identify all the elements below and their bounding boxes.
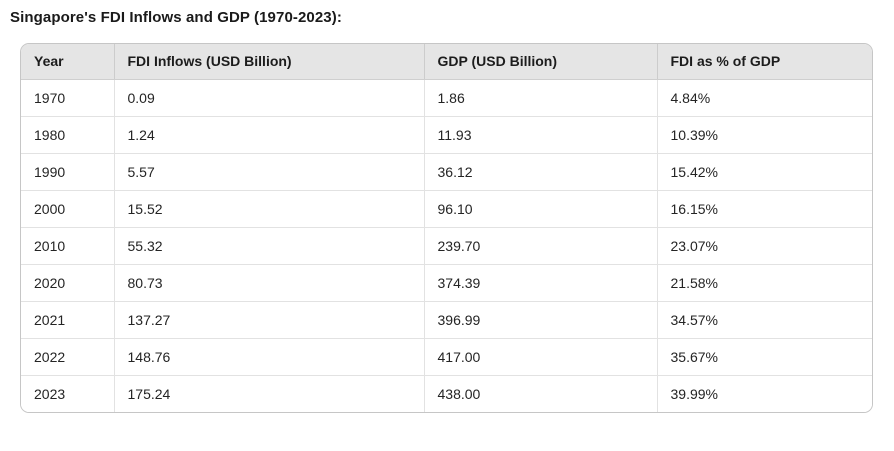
table-cell: 137.27: [113, 301, 424, 339]
table-cell: 396.99: [423, 301, 657, 339]
table-cell: 15.42%: [656, 153, 872, 191]
page-title: Singapore's FDI Inflows and GDP (1970-20…: [10, 9, 342, 26]
table-header-row: Year FDI Inflows (USD Billion) GDP (USD Bi…: [21, 44, 872, 80]
column-header: FDI as % of GDP: [656, 44, 872, 80]
table-cell: 1980: [21, 116, 114, 154]
table-cell: 417.00: [423, 338, 657, 376]
table-cell: 374.39: [423, 264, 657, 302]
table-cell: 11.93: [423, 116, 657, 154]
table-cell: 2020: [21, 264, 114, 302]
column-header: Year: [21, 44, 114, 80]
table-cell: 2000: [21, 190, 114, 228]
table-cell: 2021: [21, 301, 114, 339]
table-row: 2022 148.76 417.00 35.67%: [21, 338, 872, 376]
table-cell: 15.52: [113, 190, 424, 228]
table-cell: 39.99%: [656, 375, 872, 412]
table-cell: 4.84%: [656, 79, 872, 117]
table-cell: 35.67%: [656, 338, 872, 376]
table-cell: 2010: [21, 227, 114, 265]
table-cell: 239.70: [423, 227, 657, 265]
table-cell: 175.24: [113, 375, 424, 412]
column-header: GDP (USD Billion): [423, 44, 657, 80]
table-row: 1970 0.09 1.86 4.84%: [21, 79, 872, 117]
table-row: 1980 1.24 11.93 10.39%: [21, 116, 872, 154]
table-cell: 1.24: [113, 116, 424, 154]
table-cell: 2023: [21, 375, 114, 412]
table-row: 1990 5.57 36.12 15.42%: [21, 153, 872, 191]
table-row: 2020 80.73 374.39 21.58%: [21, 264, 872, 302]
data-table-container: Year FDI Inflows (USD Billion) GDP (USD Bi…: [20, 43, 873, 413]
table-cell: 438.00: [423, 375, 657, 412]
table-cell: 5.57: [113, 153, 424, 191]
table-cell: 1.86: [423, 79, 657, 117]
table-cell: 1990: [21, 153, 114, 191]
table-cell: 34.57%: [656, 301, 872, 339]
table-body: 1970 0.09 1.86 4.84% 1980 1.24 11.93 10.39% 1990…: [21, 79, 872, 412]
table-cell: 36.12: [423, 153, 657, 191]
table-cell: 23.07%: [656, 227, 872, 265]
table-cell: 1970: [21, 79, 114, 117]
table-cell: 55.32: [113, 227, 424, 265]
table-cell: 21.58%: [656, 264, 872, 302]
table-cell: 16.15%: [656, 190, 872, 228]
table-cell: 10.39%: [656, 116, 872, 154]
table-row: 2010 55.32 239.70 23.07%: [21, 227, 872, 265]
fdi-gdp-table: Year FDI Inflows (USD Billion) GDP (USD Bi…: [21, 44, 872, 412]
table-row: 2021 137.27 396.99 34.57%: [21, 301, 872, 339]
table-row: 2023 175.24 438.00 39.99%: [21, 375, 872, 412]
table-cell: 0.09: [113, 79, 424, 117]
table-header: Year FDI Inflows (USD Billion) GDP (USD Bi…: [21, 44, 872, 80]
table-cell: 2022: [21, 338, 114, 376]
table-row: 2000 15.52 96.10 16.15%: [21, 190, 872, 228]
table-cell: 80.73: [113, 264, 424, 302]
table-cell: 96.10: [423, 190, 657, 228]
table-cell: 148.76: [113, 338, 424, 376]
column-header: FDI Inflows (USD Billion): [113, 44, 424, 80]
